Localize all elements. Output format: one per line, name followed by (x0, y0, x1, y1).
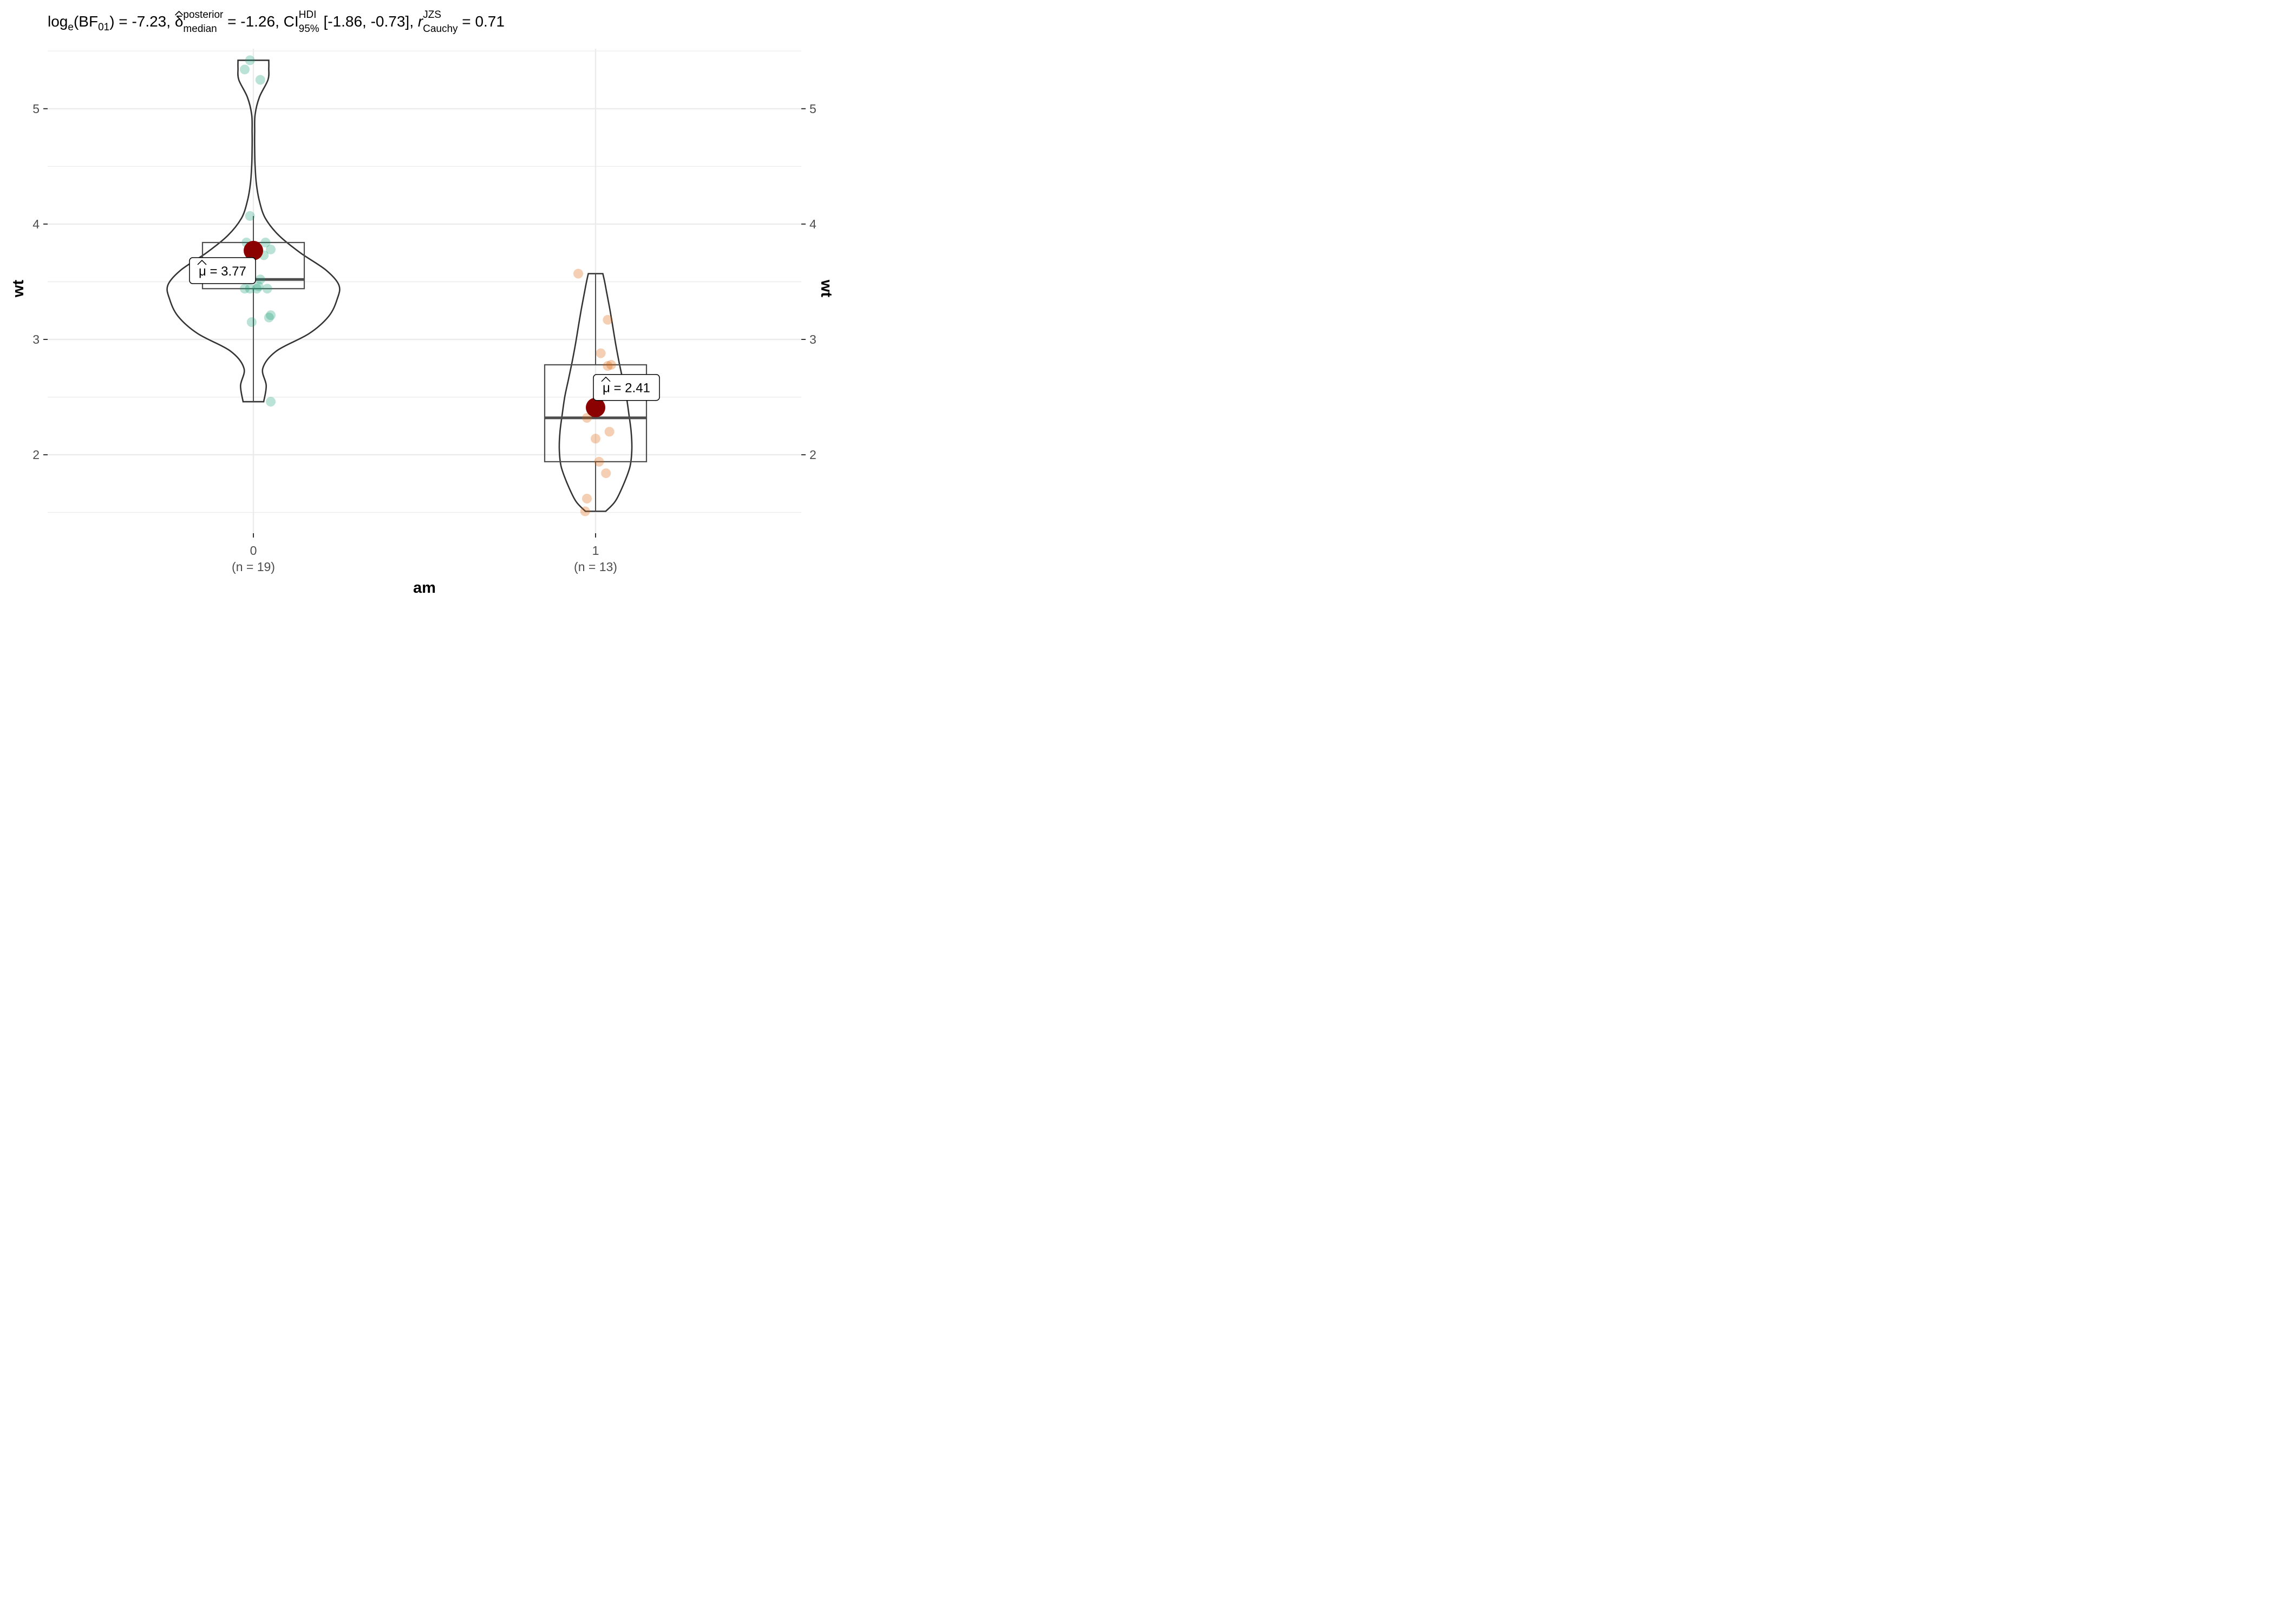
mean-label-hat-1 (601, 376, 611, 382)
grid (48, 49, 801, 533)
y-tick-label-right: 3 (809, 332, 816, 346)
mean-label-1: μ = 2.41 (603, 381, 650, 396)
mean-label-value-1: = 2.41 (610, 381, 650, 396)
delta-hat-accent (175, 10, 184, 16)
mean-label-0: μ = 3.77 (199, 264, 246, 279)
data-point-group-0 (245, 211, 255, 221)
violins (166, 60, 633, 512)
data-point-group-1 (582, 412, 592, 423)
mean-label-mu-0: μ (199, 264, 206, 279)
data-point-group-1 (596, 348, 606, 358)
data-point-group-0 (245, 284, 255, 294)
mean-label-hat-0 (197, 259, 207, 265)
y-tick-label-right: 2 (809, 448, 816, 462)
y-tick-label-left: 2 (32, 448, 40, 462)
data-point-group-0 (240, 64, 250, 75)
data-point-group-0 (262, 284, 272, 294)
data-point-group-1 (603, 315, 613, 325)
x-tick-n-label: (n = 19) (232, 560, 275, 574)
violin-group-0 (166, 60, 341, 403)
data-point-group-0 (264, 312, 274, 323)
x-tick-label: 1 (592, 543, 599, 558)
y-tick-label-right: 4 (809, 217, 816, 231)
mean-label-value-0: = 3.77 (206, 264, 246, 279)
y-tick-label-right: 5 (809, 102, 816, 116)
data-point-group-1 (601, 468, 611, 479)
data-point-group-0 (260, 238, 271, 247)
violin-group-1 (558, 273, 633, 512)
y-tick-label-left: 5 (32, 102, 40, 116)
data-point-group-0 (266, 244, 276, 254)
data-point-group-1 (582, 494, 592, 504)
data-point-group-1 (603, 361, 613, 371)
boxplots (201, 215, 648, 512)
data-point-group-0 (240, 284, 250, 294)
y-axis-title-right: wt (818, 279, 835, 298)
data-point-group-0 (245, 55, 255, 66)
data-point-group-0 (252, 284, 262, 294)
data-point-group-0 (266, 310, 276, 320)
y-tick-label-left: 3 (32, 332, 40, 346)
y-tick-label-left: 4 (32, 217, 40, 231)
data-point-group-0 (246, 317, 257, 328)
data-point-group-0 (255, 75, 265, 85)
axes: 2 2 3 3 4 4 5 5 0 (n = 19) 1 (n = 13) (32, 102, 816, 574)
data-point-group-1 (606, 359, 616, 370)
y-axis-title-left: wt (10, 280, 27, 298)
data-point-group-1 (594, 456, 604, 467)
data-point-group-1 (604, 427, 615, 437)
x-axis-title: am (413, 579, 436, 597)
mean-point-0 (244, 240, 263, 260)
data-point-group-1 (573, 269, 583, 279)
data-point-group-0 (266, 397, 276, 407)
data-points (240, 55, 616, 516)
x-tick-label: 0 (250, 543, 257, 558)
mean-markers: μ = 3.77μ = 2.41 (189, 240, 660, 417)
data-point-group-0 (255, 274, 265, 285)
box-1 (544, 364, 648, 462)
data-point-group-1 (580, 506, 590, 516)
mean-point-1 (586, 397, 605, 417)
data-point-group-0 (253, 281, 264, 291)
x-tick-n-label: (n = 13) (574, 560, 617, 574)
mean-label-mu-1: μ (603, 381, 610, 396)
chart: loge(BF01) = -7.23, δposterior median = -… (10, 9, 835, 597)
chart-subtitle: loge(BF01) = -7.23, δposterior median = -… (48, 9, 505, 35)
data-point-group-1 (591, 434, 600, 444)
